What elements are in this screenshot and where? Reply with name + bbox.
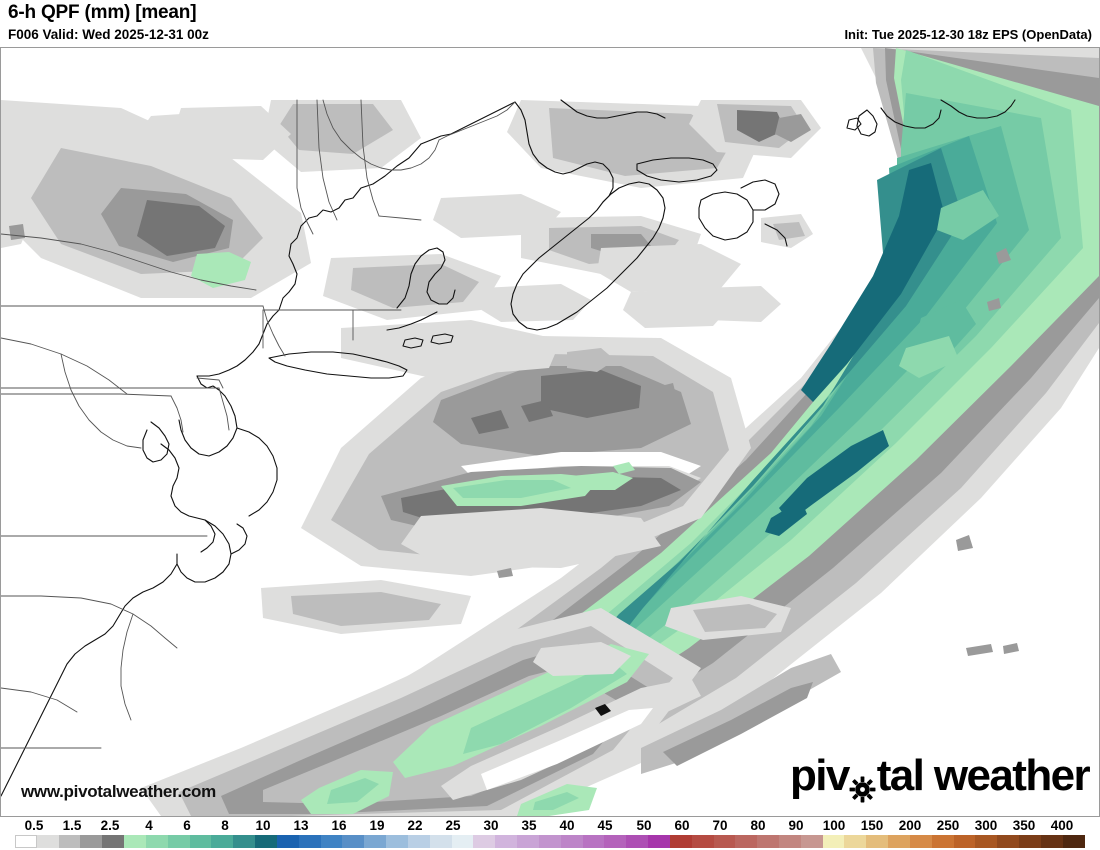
colorbar-swatch-45 [997,835,1020,848]
map-geography [1,99,1016,797]
colorbar-swatch-16 [364,835,387,848]
colorbar-tick-8: 8 [221,818,229,833]
colorbar-swatch-27 [604,835,627,848]
colorbar-swatch-32 [713,835,736,848]
colorbar-swatch-39 [866,835,889,848]
colorbar-tick-200: 200 [898,818,922,833]
colorbar-tick-70: 70 [712,818,728,833]
colorbar-swatch-4 [102,835,125,848]
colorbar-tick-60: 60 [674,818,690,833]
colorbar-swatch-2 [58,835,81,848]
logo-text-first: piv [789,751,850,800]
colorbar-swatch-33 [735,835,758,848]
colorbar-swatch-38 [844,835,867,848]
colorbar-tick-16: 16 [331,818,347,833]
colorbar-tick-250: 250 [936,818,960,833]
colorbar-tick-350: 350 [1012,818,1036,833]
colorbar-swatch-28 [626,835,649,848]
page-title: 6-h QPF (mm) [mean] [8,2,197,23]
colorbar-swatch-35 [778,835,801,848]
colorbar-swatch-19 [429,835,452,848]
colorbar-swatches [15,835,1085,848]
colorbar-swatch-47 [1040,835,1063,848]
colorbar-tick-0.5: 0.5 [24,818,44,833]
contour-band-midatlantic [301,336,751,578]
colorbar-swatch-37 [822,835,845,848]
colorbar-swatch-24 [538,835,561,848]
colorbar-tick-10: 10 [255,818,271,833]
colorbar-swatch-11 [255,835,277,848]
colorbar-tick-50: 50 [636,818,652,833]
colorbar-tick-labels: 0.5 1.5 2.5 4 6 8 10 13 16 19 22 25 30 35 40 45 50 60 70 80… [0,818,1100,834]
colorbar-swatch-7 [167,835,190,848]
colorbar-swatch-31 [691,835,714,848]
colorbar-tick-22: 22 [407,818,423,833]
contour-field-grey [1,100,821,676]
colorbar-swatch-46 [1019,835,1041,848]
colorbar-swatch-30 [669,835,692,848]
colorbar-tick-150: 150 [860,818,884,833]
colorbar-tick-25: 25 [445,818,461,833]
colorbar-swatch-14 [320,835,343,848]
colorbar-swatch-41 [909,835,932,848]
colorbar-tick-80: 80 [750,818,766,833]
colorbar-swatch-3 [80,835,103,848]
colorbar-swatch-9 [211,835,234,848]
colorbar-tick-45: 45 [597,818,613,833]
map-header: 6-h QPF (mm) [mean] F006 Valid: Wed 2025… [0,0,1100,48]
colorbar-tick-19: 19 [369,818,385,833]
colorbar-tick-6: 6 [183,818,191,833]
colorbar-swatch-25 [560,835,583,848]
colorbar-swatch-40 [888,835,910,848]
colorbar-swatch-12 [276,835,299,848]
colorbar-swatch-21 [473,835,496,848]
colorbar-swatch-44 [975,835,998,848]
colorbar-tick-35: 35 [521,818,537,833]
colorbar-tick-2.5: 2.5 [100,818,120,833]
colorbar-swatch-26 [582,835,605,848]
colorbar-swatch-43 [953,835,976,848]
colorbar-swatch-48 [1062,835,1085,848]
colorbar-tick-30: 30 [483,818,499,833]
init-time-label: Init: Tue 2025-12-30 18z EPS (OpenData) [844,27,1092,42]
qpf-contour-plot [1,48,1099,816]
colorbar-tick-13: 13 [293,818,309,833]
colorbar-tick-100: 100 [822,818,846,833]
pivotal-weather-logo: piv [789,751,1091,802]
colorbar-swatch-10 [233,835,256,848]
colorbar-swatch-0 [15,835,37,848]
colorbar-swatch-36 [800,835,823,848]
colorbar-swatch-22 [495,835,518,848]
site-url-label: www.pivotalweather.com [21,782,216,801]
map-canvas[interactable]: www.pivotalweather.com piv [0,47,1100,817]
colorbar-tick-4: 4 [145,818,153,833]
colorbar-swatch-29 [648,835,670,848]
colorbar-swatch-34 [757,835,779,848]
colorbar-swatch-6 [145,835,168,848]
colorbar-tick-1.5: 1.5 [62,818,82,833]
colorbar-swatch-18 [407,835,430,848]
colorbar-swatch-17 [386,835,408,848]
logo-text-second: tal weather [876,751,1091,800]
colorbar-swatch-15 [342,835,365,848]
colorbar-swatch-20 [451,835,474,848]
colorbar-swatch-42 [931,835,954,848]
colorbar-tick-300: 300 [974,818,998,833]
colorbar-tick-40: 40 [559,818,575,833]
colorbar-swatch-8 [189,835,212,848]
colorbar-swatch-23 [517,835,539,848]
gear-icon [849,767,876,802]
colorbar-swatch-13 [298,835,321,848]
colorbar-swatch-5 [124,835,146,848]
colorbar-swatch-1 [36,835,59,848]
colorbar-legend[interactable]: 0.5 1.5 2.5 4 6 8 10 13 16 19 22 25 30 35 40 45 50 60 70 80… [0,818,1100,850]
colorbar-tick-400: 400 [1050,818,1074,833]
valid-time-label: F006 Valid: Wed 2025-12-31 00z [8,27,209,42]
colorbar-tick-90: 90 [788,818,804,833]
